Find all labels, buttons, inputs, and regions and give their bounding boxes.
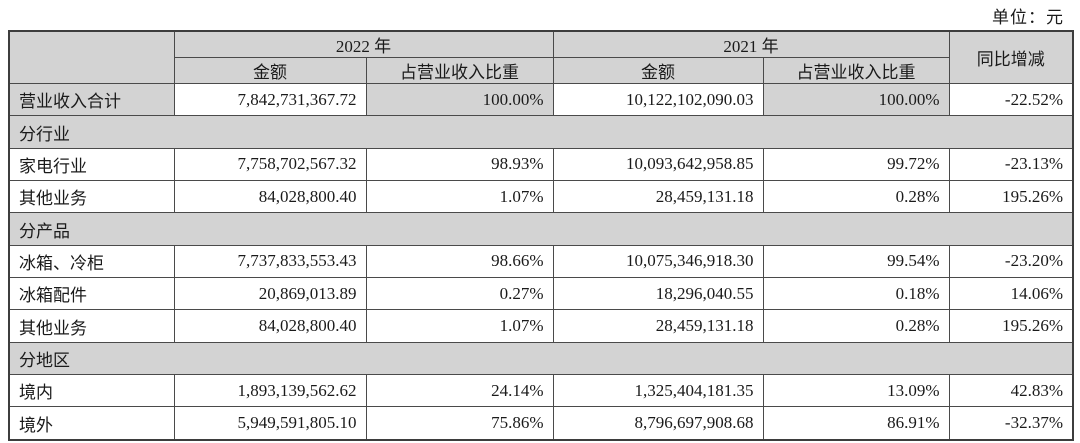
row-label: 境内 (8, 374, 175, 408)
row-label: 其他业务 (8, 180, 175, 214)
cell-ratio-2022: 0.27% (365, 277, 554, 311)
cell-ratio-2021: 0.18% (762, 277, 950, 311)
section-label: 分产品 (8, 212, 1074, 246)
table-row-appliance: 家电行业 7,758,702,567.32 98.93% 10,093,642,… (8, 147, 1074, 182)
section-row-industry: 分行业 (8, 115, 1074, 149)
section-row-region: 分地区 (8, 341, 1074, 376)
cell-amount-2021: 1,325,404,181.35 (552, 374, 764, 408)
cell-amount-2021: 18,296,040.55 (552, 277, 764, 311)
cell-ratio-2021: 100.00% (762, 82, 950, 117)
row-label: 境外 (8, 406, 175, 441)
cell-amount-2022: 1,893,139,562.62 (173, 374, 367, 408)
cell-amount-2022: 7,737,833,553.43 (173, 244, 367, 279)
cell-yoy: -22.52% (948, 82, 1074, 117)
section-label: 分地区 (8, 341, 1074, 376)
table-row-fridge: 冰箱、冷柜 7,737,833,553.43 98.66% 10,075,346… (8, 244, 1074, 279)
revenue-breakdown-table: 2022 年 2021 年 同比增减 金额 占营业收入比重 金额 占营业收入比重… (8, 30, 1074, 441)
col-header-ratio-2022: 占营业收入比重 (365, 57, 554, 84)
row-label: 家电行业 (8, 147, 175, 182)
cell-yoy: 14.06% (948, 277, 1074, 311)
cell-ratio-2022: 98.93% (365, 147, 554, 182)
col-header-amount-2022: 金额 (173, 57, 367, 84)
cell-amount-2021: 10,122,102,090.03 (552, 82, 764, 117)
row-label: 冰箱、冷柜 (8, 244, 175, 279)
col-header-ratio-2021: 占营业收入比重 (762, 57, 950, 84)
cell-ratio-2021: 99.72% (762, 147, 950, 182)
cell-ratio-2022: 1.07% (365, 309, 554, 343)
cell-ratio-2021: 0.28% (762, 180, 950, 214)
cell-ratio-2022: 75.86% (365, 406, 554, 441)
cell-amount-2021: 8,796,697,908.68 (552, 406, 764, 441)
cell-yoy: 195.26% (948, 180, 1074, 214)
cell-yoy: -32.37% (948, 406, 1074, 441)
header-row-years: 2022 年 2021 年 同比增减 (8, 30, 1074, 84)
cell-ratio-2022: 100.00% (365, 82, 554, 117)
table-row-other-product: 其他业务 84,028,800.40 1.07% 28,459,131.18 0… (8, 309, 1074, 343)
row-label: 营业收入合计 (8, 82, 175, 117)
row-label: 冰箱配件 (8, 277, 175, 311)
cell-amount-2022: 7,842,731,367.72 (173, 82, 367, 117)
cell-amount-2021: 28,459,131.18 (552, 180, 764, 214)
cell-ratio-2021: 0.28% (762, 309, 950, 343)
cell-yoy: -23.20% (948, 244, 1074, 279)
corner-empty-cell (8, 30, 175, 84)
unit-label: 单位：元 (992, 8, 1064, 27)
row-label: 其他业务 (8, 309, 175, 343)
table-row-total: 营业收入合计 7,842,731,367.72 100.00% 10,122,1… (8, 82, 1074, 117)
section-row-product: 分产品 (8, 212, 1074, 246)
table-row-other-industry: 其他业务 84,028,800.40 1.07% 28,459,131.18 0… (8, 180, 1074, 214)
col-header-year-2022: 2022 年 (173, 30, 554, 58)
col-header-year-2021: 2021 年 (552, 30, 950, 58)
table-row-domestic: 境内 1,893,139,562.62 24.14% 1,325,404,181… (8, 374, 1074, 408)
cell-amount-2021: 10,093,642,958.85 (552, 147, 764, 182)
section-label: 分行业 (8, 115, 1074, 149)
cell-ratio-2022: 1.07% (365, 180, 554, 214)
cell-ratio-2021: 13.09% (762, 374, 950, 408)
cell-ratio-2022: 98.66% (365, 244, 554, 279)
cell-amount-2022: 84,028,800.40 (173, 309, 367, 343)
table-row-overseas: 境外 5,949,591,805.10 75.86% 8,796,697,908… (8, 406, 1074, 441)
cell-yoy: -23.13% (948, 147, 1074, 182)
cell-yoy: 42.83% (948, 374, 1074, 408)
cell-amount-2022: 5,949,591,805.10 (173, 406, 367, 441)
col-header-amount-2021: 金额 (552, 57, 764, 84)
cell-amount-2022: 84,028,800.40 (173, 180, 367, 214)
cell-ratio-2022: 24.14% (365, 374, 554, 408)
cell-ratio-2021: 99.54% (762, 244, 950, 279)
cell-amount-2021: 10,075,346,918.30 (552, 244, 764, 279)
col-header-yoy: 同比增减 (948, 30, 1074, 84)
header-row-measures: 金额 占营业收入比重 金额 占营业收入比重 (9, 57, 1073, 84)
cell-amount-2022: 7,758,702,567.32 (173, 147, 367, 182)
cell-amount-2022: 20,869,013.89 (173, 277, 367, 311)
cell-yoy: 195.26% (948, 309, 1074, 343)
cell-amount-2021: 28,459,131.18 (552, 309, 764, 343)
cell-ratio-2021: 86.91% (762, 406, 950, 441)
table-row-fridge-parts: 冰箱配件 20,869,013.89 0.27% 18,296,040.55 0… (8, 277, 1074, 311)
